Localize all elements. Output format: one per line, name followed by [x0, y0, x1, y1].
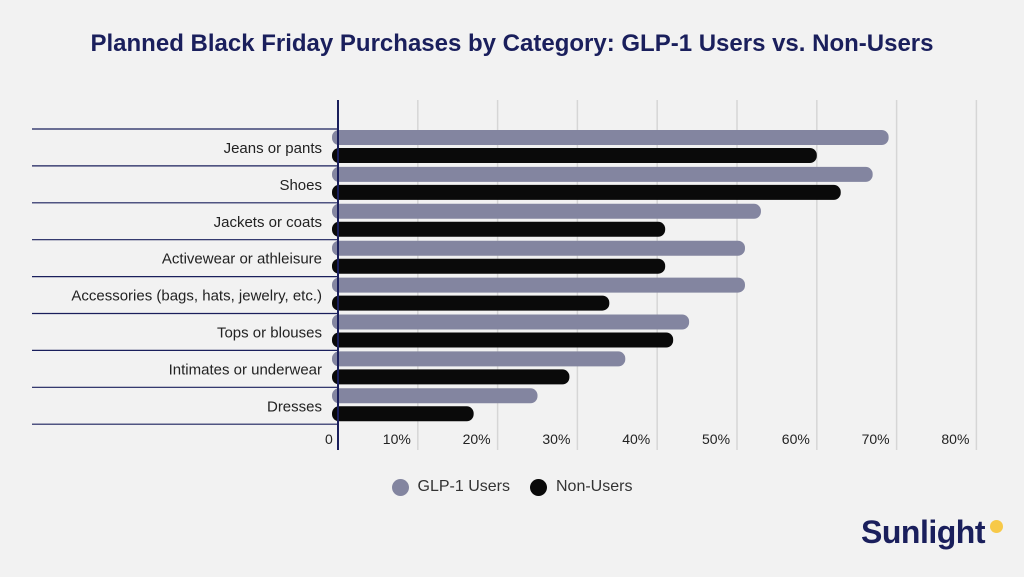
bar-glp1-users: [332, 240, 745, 256]
bar-glp1-users: [332, 388, 538, 404]
legend-swatch-glp1: [391, 478, 409, 496]
x-tick-label: 0: [325, 431, 333, 447]
x-tick-label: 50%: [702, 431, 730, 447]
bar-non-users: [332, 406, 474, 422]
category-label: Tops or blouses: [217, 325, 322, 342]
legend-label-nonusers: Non-Users: [556, 478, 633, 495]
x-tick-label: 80%: [941, 431, 969, 447]
row-separators: [32, 128, 338, 425]
bar-non-users: [332, 258, 666, 274]
brand-logo-dot: [990, 520, 1003, 533]
category-label: Accessories (bags, hats, jewelry, etc.): [71, 288, 322, 305]
legend-label-glp1: GLP-1 Users: [417, 478, 510, 495]
x-tick-label: 40%: [622, 431, 650, 447]
legend-item-nonusers: Non-Users: [530, 478, 632, 496]
x-tick-label: 10%: [383, 431, 411, 447]
x-tick-label: 20%: [463, 431, 491, 447]
bar-glp1-users: [332, 277, 745, 293]
category-label: Activewear or athleisure: [162, 251, 322, 268]
brand-logo: Sunlight: [861, 514, 985, 550]
legend-swatch-nonusers: [530, 478, 547, 496]
bar-glp1-users: [332, 351, 626, 367]
bar-non-users: [332, 184, 841, 200]
legend: GLP-1 Users Non-Users: [0, 478, 1024, 496]
bar-non-users: [332, 369, 570, 385]
category-label: Jackets or coats: [214, 214, 322, 231]
bar-glp1-users: [332, 166, 873, 182]
bar-glp1-users: [332, 314, 690, 330]
chart-title: Planned Black Friday Purchases by Catego…: [90, 30, 934, 57]
bar-non-users: [332, 332, 674, 348]
legend-item-glp1: GLP-1 Users: [391, 478, 510, 496]
category-labels: Jeans or pants Shoes Jackets or coats Activ…: [71, 140, 322, 415]
x-tick-label: 30%: [542, 431, 570, 447]
bars: [332, 130, 889, 422]
category-label: Intimates or underwear: [169, 361, 322, 378]
category-label: Jeans or pants: [224, 140, 322, 157]
bar-non-users: [332, 295, 610, 311]
x-tick-label: 60%: [782, 431, 810, 447]
x-tick-label: 70%: [862, 431, 890, 447]
bar-chart: Jeans or pants Shoes Jackets or coats Activ…: [32, 100, 978, 450]
bar-glp1-users: [332, 130, 889, 145]
bar-non-users: [332, 221, 666, 237]
category-label: Shoes: [279, 177, 322, 194]
bar-non-users: [332, 148, 817, 163]
x-tick-labels: 0 10% 20% 30% 40% 50% 60% 70% 80%: [325, 431, 969, 447]
bar-glp1-users: [332, 203, 761, 219]
category-label: Dresses: [267, 398, 322, 415]
